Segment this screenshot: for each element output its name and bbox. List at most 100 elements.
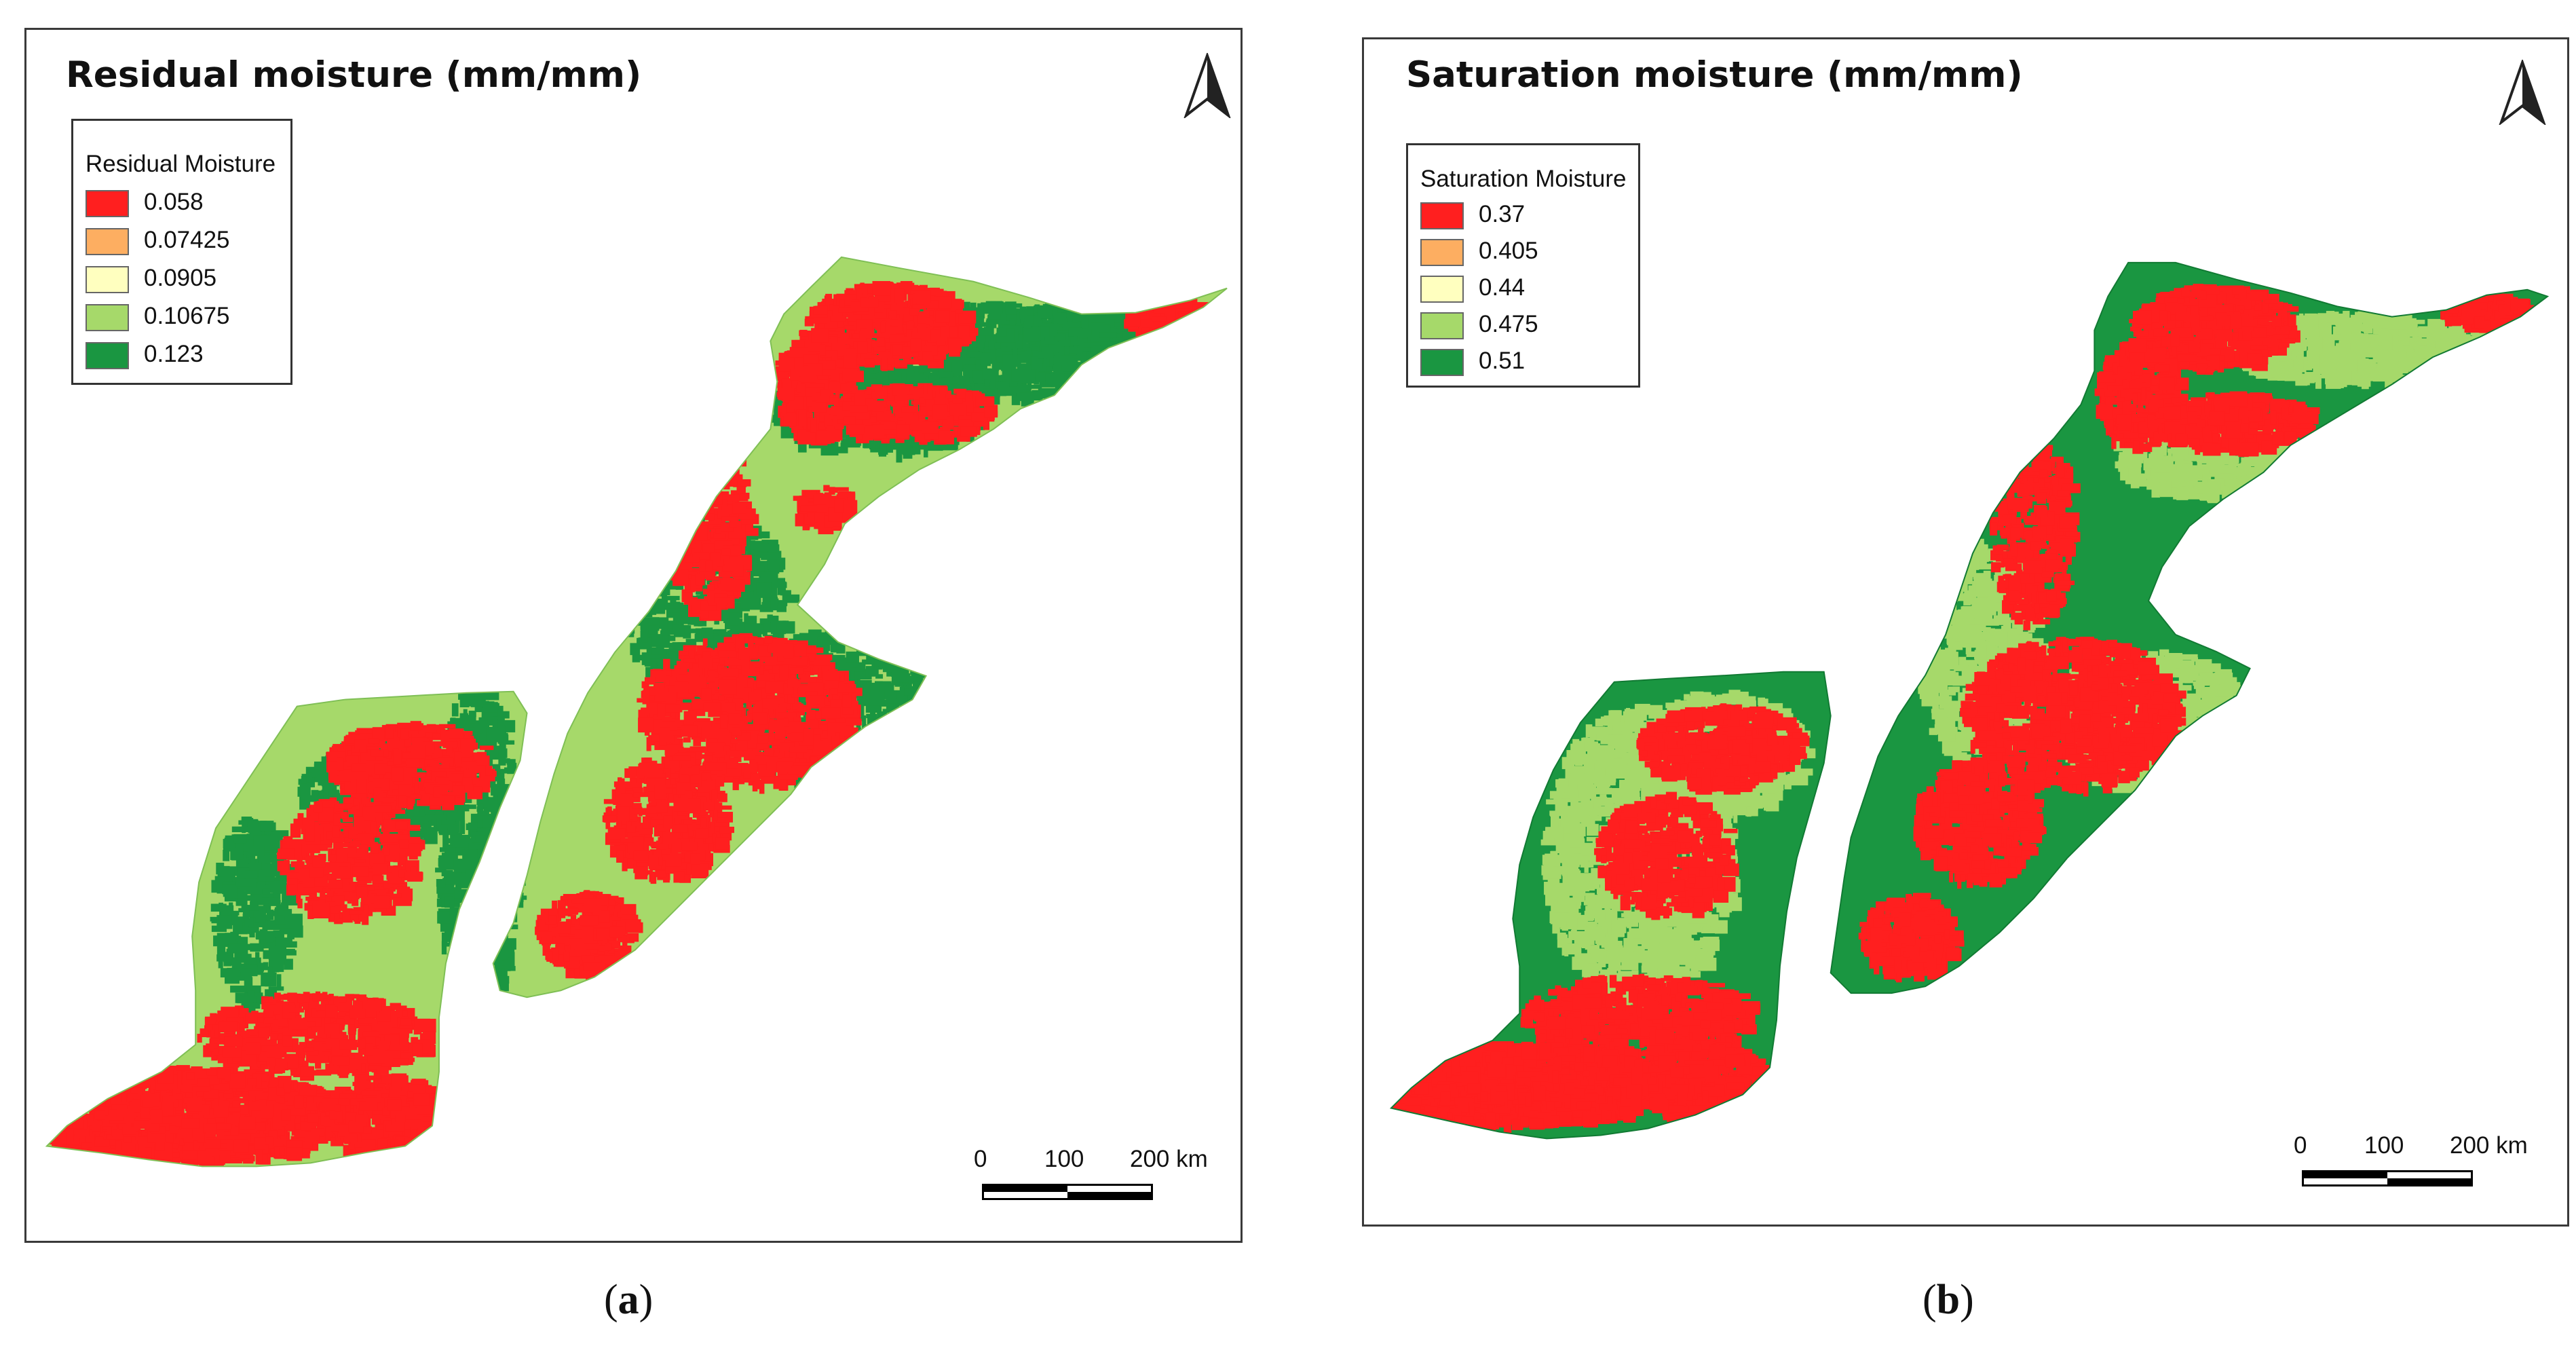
raster-cell <box>481 869 498 878</box>
raster-cell <box>892 343 903 356</box>
raster-cell <box>852 637 870 645</box>
raster-cell <box>870 643 875 648</box>
raster-cell <box>1129 346 1142 351</box>
raster-cell <box>915 704 928 710</box>
raster-cell <box>1158 337 1166 343</box>
raster-cell <box>463 916 478 931</box>
raster-cell <box>468 936 480 949</box>
raster-cell <box>863 371 871 381</box>
raster-cell <box>456 948 468 958</box>
raster-cell <box>490 933 496 938</box>
raster-cell <box>772 582 787 588</box>
raster-cell <box>910 742 920 749</box>
raster-cell <box>275 920 286 925</box>
raster-cell <box>646 563 664 578</box>
raster-cell <box>487 861 491 872</box>
raster-cell <box>913 652 920 666</box>
raster-cell <box>844 325 855 330</box>
raster-cell <box>894 728 902 743</box>
raster-cell <box>441 870 453 877</box>
raster-cell <box>656 580 673 588</box>
raster-cell <box>836 774 846 787</box>
raster-cell <box>1112 368 1131 383</box>
raster-cell <box>901 658 907 667</box>
raster-cell <box>474 994 494 1003</box>
raster-cell <box>469 919 474 926</box>
raster-cell <box>910 338 922 352</box>
raster-cell <box>1097 357 1115 364</box>
raster-cell <box>1119 345 1137 354</box>
raster-cell <box>663 553 668 564</box>
raster-cell <box>898 758 908 762</box>
raster-cell <box>1105 299 1124 307</box>
raster-cell <box>909 716 928 731</box>
raster-cell <box>885 772 890 784</box>
raster-cell <box>487 855 496 861</box>
raster-cell <box>1031 356 1038 370</box>
raster-cell <box>648 544 665 558</box>
raster-cell <box>1112 353 1120 367</box>
raster-cell <box>673 624 679 633</box>
raster-cell <box>495 870 508 881</box>
raster-cell <box>438 880 446 888</box>
raster-cell <box>457 950 470 956</box>
raster-cell <box>474 924 486 930</box>
raster-cell <box>482 911 500 923</box>
raster-cell <box>489 932 499 938</box>
raster-cell <box>654 529 666 544</box>
raster-cell <box>868 737 873 749</box>
raster-cell <box>876 771 894 777</box>
raster-cell <box>453 947 472 956</box>
raster-cell <box>945 703 951 715</box>
raster-cell <box>902 709 920 717</box>
raster-cell <box>906 320 913 330</box>
raster-cell <box>1115 295 1122 305</box>
raster-cell <box>934 732 939 745</box>
raster-cell <box>478 986 497 993</box>
raster-cell <box>632 648 641 662</box>
raster-cell <box>937 723 951 733</box>
raster-cell <box>669 537 687 548</box>
raster-cell <box>1102 360 1109 375</box>
raster-cell <box>1153 338 1169 351</box>
raster-cell <box>480 861 486 874</box>
raster-cell <box>1112 362 1120 369</box>
raster-cell <box>472 992 491 1005</box>
raster-cell <box>512 844 524 857</box>
raster-cell <box>1082 373 1091 380</box>
raster-cell <box>826 758 836 764</box>
raster-cell <box>1049 352 1054 358</box>
raster-cell <box>701 627 713 639</box>
raster-cell <box>453 967 472 979</box>
raster-cell <box>466 966 478 971</box>
raster-cell <box>509 825 517 838</box>
raster-cell <box>455 957 466 968</box>
raster-cell <box>858 776 875 785</box>
raster-cell <box>867 774 883 780</box>
raster-cell <box>830 316 846 322</box>
raster-cell <box>958 325 970 337</box>
raster-cell <box>500 830 512 840</box>
raster-cell <box>1120 346 1131 360</box>
raster-cell <box>906 373 915 383</box>
raster-cell <box>641 595 653 608</box>
raster-cell <box>645 591 660 597</box>
raster-cell <box>474 988 493 998</box>
raster-cell <box>459 973 470 984</box>
raster-cell <box>649 538 667 545</box>
raster-cell <box>1176 324 1186 335</box>
raster-cell <box>1088 300 1106 305</box>
raster-cell <box>871 731 888 737</box>
raster-cell <box>664 554 683 559</box>
raster-cell <box>892 719 903 733</box>
raster-cell <box>846 651 859 663</box>
raster-cell <box>882 747 901 760</box>
raster-cell <box>1070 339 1080 346</box>
raster-cell <box>1099 356 1110 367</box>
raster-cell <box>1023 384 1031 395</box>
raster-cell <box>491 909 508 916</box>
raster-cell <box>1093 369 1101 381</box>
raster-cell <box>1099 374 1118 386</box>
raster-cell <box>871 754 882 764</box>
raster-cell <box>1131 338 1143 349</box>
